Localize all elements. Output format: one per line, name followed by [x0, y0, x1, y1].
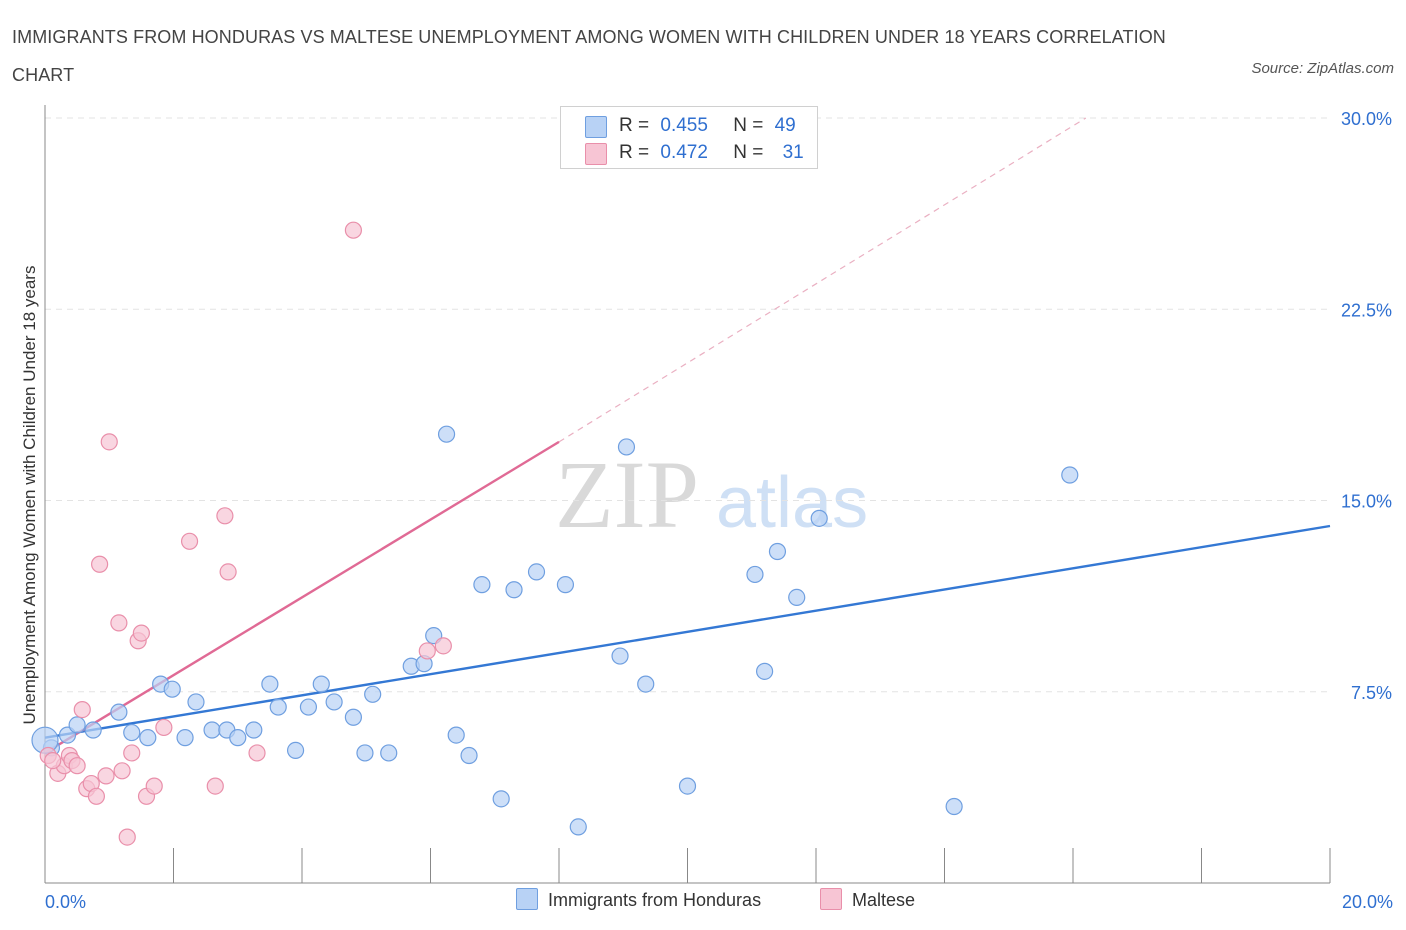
trend-line-honduras	[44, 524, 1331, 739]
point-maltese	[110, 614, 128, 632]
trend-line-maltese	[44, 440, 560, 754]
point-maltese	[73, 700, 91, 719]
point-honduras	[637, 675, 655, 693]
point-honduras	[123, 723, 141, 742]
legend-r-value: 0.472	[660, 142, 708, 163]
point-honduras	[344, 708, 362, 726]
legend-swatch-pink	[585, 143, 607, 165]
point-maltese	[206, 777, 224, 795]
legend-n-value: 49	[774, 115, 796, 136]
point-maltese	[91, 555, 109, 573]
point-honduras	[746, 565, 764, 584]
watermark-atlas: atlas	[716, 463, 868, 543]
point-maltese	[434, 637, 452, 655]
point-honduras	[299, 698, 318, 716]
point-honduras	[245, 721, 263, 739]
point-maltese	[118, 828, 136, 846]
point-honduras	[473, 576, 491, 594]
y-tick-label: 7.5%	[1351, 683, 1392, 703]
point-honduras	[380, 744, 398, 762]
point-maltese	[155, 718, 173, 737]
point-maltese	[44, 751, 62, 770]
point-honduras	[505, 581, 523, 599]
legend-n-label: N =	[733, 115, 764, 136]
y-tick-label: 15.0%	[1341, 492, 1392, 512]
point-honduras	[364, 685, 382, 703]
point-honduras	[617, 438, 636, 456]
point-maltese	[100, 433, 118, 451]
point-maltese	[113, 762, 131, 780]
point-honduras	[187, 693, 205, 711]
point-honduras	[68, 716, 86, 734]
point-honduras	[447, 726, 465, 744]
point-honduras	[1061, 466, 1079, 484]
legend-r-label: R =	[619, 115, 650, 136]
point-honduras	[139, 729, 157, 747]
point-honduras	[460, 746, 478, 765]
point-honduras	[163, 680, 181, 698]
point-maltese	[68, 757, 86, 775]
point-maltese	[219, 563, 237, 581]
point-maltese	[216, 507, 234, 525]
point-honduras	[678, 777, 697, 795]
x-tick-label: 20.0%	[1342, 892, 1393, 912]
point-maltese	[418, 642, 436, 660]
chart-title: IMMIGRANTS FROM HONDURAS VS MALTESE UNEM…	[12, 27, 1166, 85]
point-honduras	[768, 542, 787, 561]
bottom-legend-honduras: Immigrants from Honduras	[516, 888, 761, 911]
bottom-legend-swatch-pink	[820, 888, 842, 910]
source-credit: Source: ZipAtlas.com	[1251, 60, 1394, 77]
bottom-legend-label: Maltese	[852, 890, 916, 910]
bottom-legend-swatch-blue	[516, 888, 538, 910]
y-tick-label: 30.0%	[1341, 109, 1392, 129]
stats-legend: R = 0.455 N = 49 R = 0.472 N = 31	[560, 106, 818, 169]
point-maltese	[248, 744, 266, 762]
point-maltese	[145, 777, 163, 795]
point-maltese	[180, 532, 199, 550]
point-maltese	[132, 624, 150, 642]
point-honduras	[356, 744, 374, 762]
point-maltese	[344, 221, 362, 239]
point-honduras	[261, 675, 279, 693]
point-honduras	[110, 703, 128, 721]
point-honduras	[611, 647, 629, 665]
point-maltese	[87, 787, 106, 805]
point-honduras	[229, 729, 247, 747]
point-honduras	[325, 693, 343, 711]
legend-r-label: R =	[619, 142, 650, 163]
bottom-legend-label: Immigrants from Honduras	[548, 890, 762, 910]
point-honduras	[527, 563, 546, 581]
bottom-legend-maltese: Maltese	[820, 888, 915, 911]
legend-n-label: N =	[733, 142, 764, 163]
point-maltese	[123, 744, 141, 762]
point-honduras	[203, 721, 221, 739]
point-honduras	[269, 698, 287, 716]
point-honduras	[810, 509, 828, 527]
point-honduras	[312, 675, 330, 693]
point-honduras	[556, 576, 575, 594]
y-tick-label: 22.5%	[1341, 300, 1392, 320]
point-honduras	[788, 588, 806, 607]
legend-swatch-blue	[585, 116, 607, 138]
trend-line-maltese-extension	[558, 117, 1087, 443]
watermark-zip: ZIP	[555, 441, 699, 548]
point-honduras	[492, 790, 510, 808]
point-honduras	[945, 797, 963, 816]
point-honduras	[286, 741, 305, 760]
x-tick-label: 0.0%	[45, 892, 86, 912]
point-honduras	[176, 729, 194, 747]
point-honduras	[84, 721, 102, 739]
legend-n-value: 31	[782, 142, 804, 163]
point-honduras	[437, 425, 456, 443]
point-honduras	[755, 662, 774, 680]
legend-r-value: 0.455	[660, 115, 708, 136]
point-maltese	[97, 767, 115, 785]
point-honduras	[569, 818, 587, 836]
